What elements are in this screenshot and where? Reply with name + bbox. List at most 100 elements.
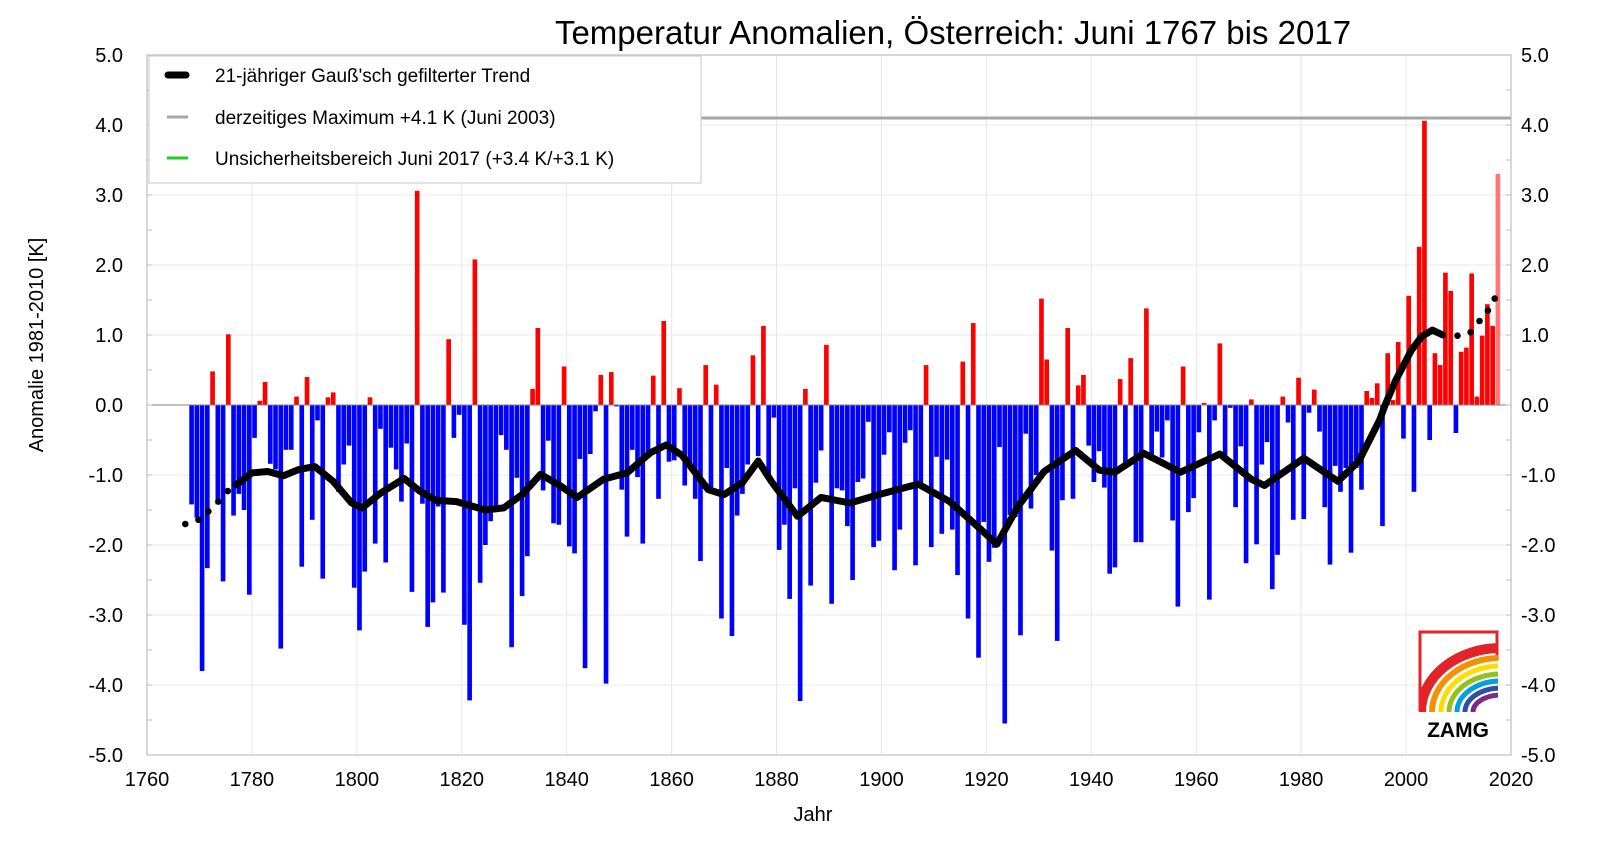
trend-dot (1491, 295, 1499, 302)
bar (346, 405, 352, 446)
bar (1390, 400, 1396, 405)
bar (1479, 335, 1485, 405)
bar (1112, 405, 1118, 568)
bar (1233, 405, 1238, 508)
bar (1186, 405, 1191, 513)
bar (713, 384, 719, 405)
x-tick-label: 1900 (859, 769, 904, 791)
bar (918, 405, 924, 485)
bar (451, 405, 457, 438)
bar (1222, 405, 1228, 461)
bar (566, 405, 572, 547)
bar (1401, 405, 1406, 439)
bar (614, 405, 619, 407)
bar (199, 405, 205, 671)
bar (813, 405, 819, 483)
bar (1086, 405, 1092, 446)
bar (1018, 405, 1023, 636)
bar (498, 405, 504, 436)
bar (719, 405, 724, 619)
bar (740, 405, 745, 494)
bar (928, 405, 934, 548)
bar (671, 405, 677, 461)
bar (1091, 405, 1097, 482)
bar (414, 190, 420, 405)
x-tick-label: 1980 (1279, 769, 1324, 791)
bar (997, 405, 1002, 447)
axes (146, 54, 1512, 756)
bar (341, 405, 347, 465)
bar (236, 405, 242, 494)
x-tick-label: 1760 (125, 769, 170, 791)
bar (934, 405, 939, 457)
x-tick-label: 1920 (964, 769, 1009, 791)
trend-dot (224, 487, 232, 495)
bar (514, 405, 520, 478)
bar (472, 259, 478, 405)
bar (1343, 405, 1349, 468)
y-tick-label-right: 4.0 (1521, 115, 1549, 137)
bar (776, 405, 782, 550)
x-tick-label: 1880 (754, 769, 799, 791)
bar (561, 366, 567, 405)
bar (1427, 405, 1433, 440)
bar (1102, 405, 1107, 488)
bar (1081, 374, 1086, 405)
bar (1490, 325, 1495, 405)
bar (1123, 405, 1128, 468)
bar (1327, 405, 1333, 565)
y-tick-label-right: 5.0 (1521, 45, 1549, 67)
bar (902, 405, 908, 443)
bar (299, 405, 305, 567)
bar (462, 405, 467, 625)
bar (1432, 353, 1438, 405)
bar (1033, 405, 1039, 475)
bar (504, 405, 509, 450)
bar (661, 321, 667, 405)
bar (1285, 405, 1291, 423)
trend-dot (205, 508, 212, 515)
bar (1448, 290, 1453, 405)
bar (378, 405, 383, 429)
bar (320, 405, 326, 579)
bar (1180, 366, 1186, 405)
bar (1049, 405, 1055, 551)
bar (855, 405, 861, 482)
bar (525, 405, 530, 557)
bar (1453, 405, 1459, 433)
bar (483, 405, 488, 545)
bar (750, 355, 756, 405)
bar (288, 405, 294, 450)
bar (1138, 405, 1144, 543)
bar (572, 405, 577, 554)
bar (771, 405, 777, 418)
bar (991, 405, 997, 548)
x-tick-label: 1780 (230, 769, 275, 791)
bar (1191, 405, 1196, 499)
bar (257, 400, 263, 405)
bar (650, 375, 656, 405)
trend-dot (195, 516, 202, 524)
bar (603, 405, 609, 684)
bar (965, 405, 971, 619)
bar (808, 405, 813, 586)
bar (1007, 405, 1013, 515)
bar (1338, 405, 1343, 492)
bar (1437, 365, 1443, 405)
legend: 21-jähriger Gauß'sch gefilterter Trend d… (148, 55, 702, 184)
bar (456, 405, 462, 415)
bar (1065, 328, 1071, 405)
tick-labels: 5.0 5.0 4.0 4.0 3.0 3.0 2.0 2.0 1.0 1.0 0.0 0.0 -1.0… (89, 45, 1556, 791)
bar (1443, 272, 1448, 405)
legend-box (148, 55, 702, 184)
x-tick-label: 1840 (544, 769, 589, 791)
bar (231, 405, 236, 516)
bar (1495, 174, 1501, 405)
x-axis-label: Jahr (794, 804, 833, 826)
bar (420, 405, 425, 504)
y-tick-label-left: -2.0 (89, 535, 123, 557)
bar (949, 405, 955, 530)
bar (839, 405, 845, 491)
bar (1348, 405, 1354, 553)
